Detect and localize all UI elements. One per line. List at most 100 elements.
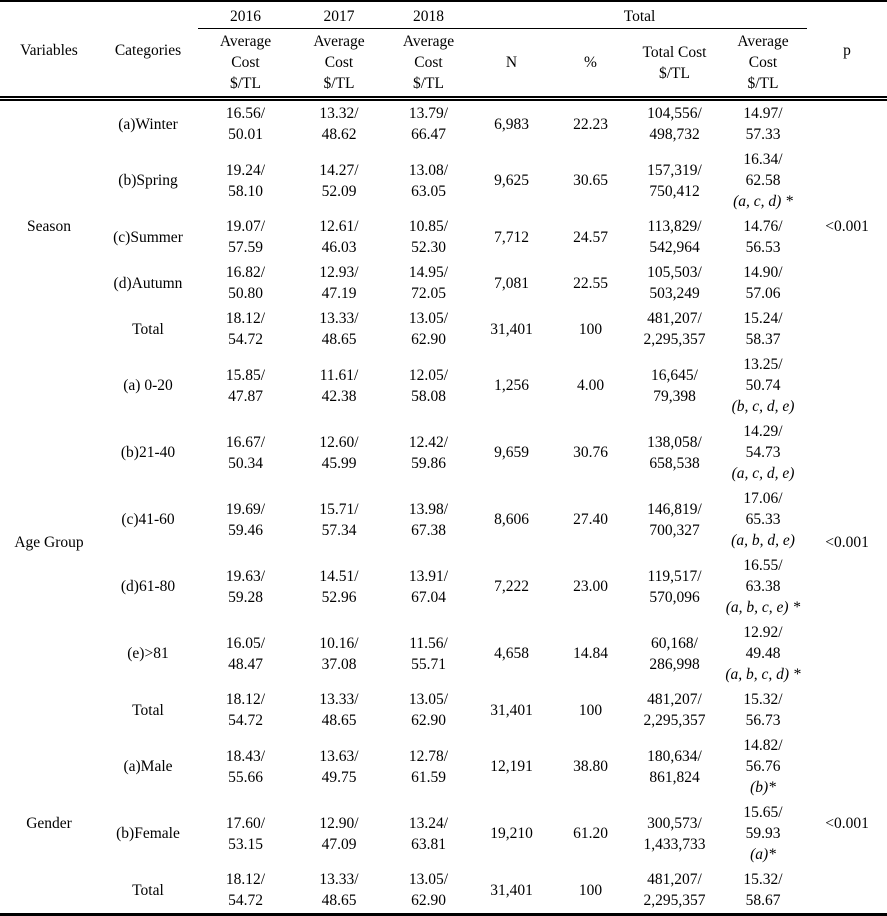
n-cell: 4,658 (494, 645, 529, 662)
value-line: 47.87 (228, 387, 263, 405)
n-cell: 6,983 (494, 115, 529, 133)
avg-cost-2018-cell: 12.78/61.59 (385, 733, 472, 800)
percent-cell: 24.57 (573, 228, 608, 246)
value-line: 63.81 (411, 835, 446, 853)
value-line: 49.48 (745, 645, 781, 662)
header-line: $/TL (230, 75, 261, 92)
total-cost-cell: 157,319/750,412 (630, 147, 719, 214)
significance-note: (a, b, c, e) * (725, 599, 801, 616)
value-line: 481,207/ (647, 691, 702, 708)
percent-cell: 27.40 (573, 511, 608, 528)
significance-note: (b, c, d, e) (731, 398, 795, 415)
avg-cost-2016-cell: 18.12/54.72 (198, 306, 293, 352)
value-line: 2,295,357 (643, 331, 706, 348)
avg-cost-2017-cell: 14.27/52.09 (293, 147, 385, 214)
header-line: Cost (231, 54, 260, 71)
category-cell: (b)Spring (118, 172, 178, 189)
total-cost-cell: 119,517/570,096 (630, 553, 719, 620)
value-line: 14.51/ (319, 567, 359, 585)
header-line: Average (313, 33, 365, 50)
avg-cost-total-cell: 17.06/65.33 (a, b, d, e) (719, 486, 807, 553)
percent-cell: 23.00 (573, 578, 608, 595)
header-categories: Categories (114, 41, 182, 59)
value-line: 157,319/ (647, 161, 702, 179)
n-cell: 19,210 (490, 825, 533, 842)
value-line: 19.24/ (225, 161, 266, 179)
category-cell: (d)Autumn (113, 274, 183, 292)
percent-cell: 30.76 (573, 444, 608, 461)
total-cost-cell: 113,829/542,964 (630, 214, 719, 260)
significance-note: (a, c, d) * (733, 193, 793, 210)
avg-cost-total-cell: 16.34/62.58 (a, c, d) * (719, 147, 807, 214)
value-line: 55.66 (228, 768, 263, 786)
value-line: 52.96 (321, 588, 357, 606)
value-line: 700,327 (649, 521, 700, 539)
total-cost-cell: 138,058/658,538 (630, 419, 719, 486)
value-line: 57.06 (745, 285, 781, 302)
header-total-cost: Total Cost $/TL (630, 29, 719, 99)
category-cell: (a)Male (123, 758, 173, 775)
n-cell: 12,191 (490, 758, 533, 775)
value-line: 59.46 (228, 521, 263, 539)
avg-cost-2017-cell: 11.61/42.38 (293, 352, 385, 419)
value-line: 37.08 (321, 655, 357, 673)
value-line: 12.42/ (408, 433, 449, 451)
value-line: 52.09 (321, 182, 357, 200)
value-line: 15.71/ (319, 500, 359, 518)
value-line: 119,517/ (647, 567, 702, 585)
percent-cell: 30.65 (573, 172, 608, 189)
category-cell: Total (132, 320, 164, 338)
percent-cell: 100 (578, 701, 603, 719)
avg-cost-2016-cell: 16.56/50.01 (198, 99, 293, 148)
avg-cost-2016-cell: 16.05/48.47 (198, 620, 293, 687)
avg-cost-2017-cell: 12.61/46.03 (293, 214, 385, 260)
header-line: Average (219, 33, 272, 50)
value-line: 50.74 (745, 377, 781, 394)
avg-cost-2017-cell: 10.16/37.08 (293, 620, 385, 687)
avg-cost-2017-cell: 13.33/48.65 (293, 306, 385, 352)
value-line: 481,207/ (647, 871, 702, 888)
category-cell: (d)61-80 (120, 578, 176, 595)
header-line: Cost (414, 54, 443, 71)
value-line: 48.65 (321, 892, 357, 909)
value-line: 14.76/ (743, 218, 783, 235)
value-line: 72.05 (411, 285, 446, 302)
category-cell: (c)Summer (113, 228, 183, 246)
total-cost-cell: 146,819/700,327 (630, 486, 719, 553)
value-line: 14.82/ (743, 737, 783, 754)
value-line: 18.12/ (225, 691, 266, 708)
avg-cost-total-cell: 13.25/50.74 (b, c, d, e) (719, 352, 807, 419)
header-line: $/TL (323, 75, 355, 92)
significance-note: (a, b, c, d) * (725, 666, 801, 683)
category-cell: (a)Winter (118, 115, 178, 133)
avg-cost-total-cell: 14.82/56.76 (b)* (719, 733, 807, 800)
value-line: 13.24/ (408, 814, 449, 832)
variable-cell: Season (27, 218, 71, 235)
percent-cell: 14.84 (573, 645, 608, 662)
avg-cost-2018-cell: 13.05/62.90 (385, 306, 472, 352)
value-line: 56.73 (745, 712, 781, 729)
value-line: 12.78/ (408, 747, 449, 765)
table-row: (e)>81 16.05/48.47 10.16/37.08 11.56/55.71 4… (0, 620, 887, 687)
value-line: 48.65 (321, 331, 357, 348)
avg-cost-2018-cell: 13.79/66.47 (385, 99, 472, 148)
value-line: 15.85/ (225, 366, 266, 384)
avg-cost-2017-cell: 14.51/52.96 (293, 553, 385, 620)
n-cell: 31,401 (490, 320, 533, 338)
value-line: 498,732 (649, 126, 700, 143)
value-line: 1,433,733 (643, 835, 706, 853)
value-line: 12.92/ (743, 624, 783, 641)
avg-cost-2016-cell: 15.85/47.87 (198, 352, 293, 419)
value-line: 63.05 (411, 182, 446, 200)
value-line: 13.33/ (319, 691, 359, 708)
value-line: 113,829/ (647, 218, 702, 235)
value-line: 62.90 (411, 331, 446, 348)
category-cell: Total (132, 701, 164, 719)
value-line: 146,819/ (647, 500, 702, 518)
total-cost-cell: 300,573/1,433,733 (630, 800, 719, 867)
value-line: 12.61/ (319, 218, 359, 235)
value-line: 16.34/ (743, 151, 783, 168)
value-line: 42.38 (321, 387, 357, 405)
n-cell: 9,625 (494, 172, 529, 189)
value-line: 104,556/ (647, 105, 702, 122)
